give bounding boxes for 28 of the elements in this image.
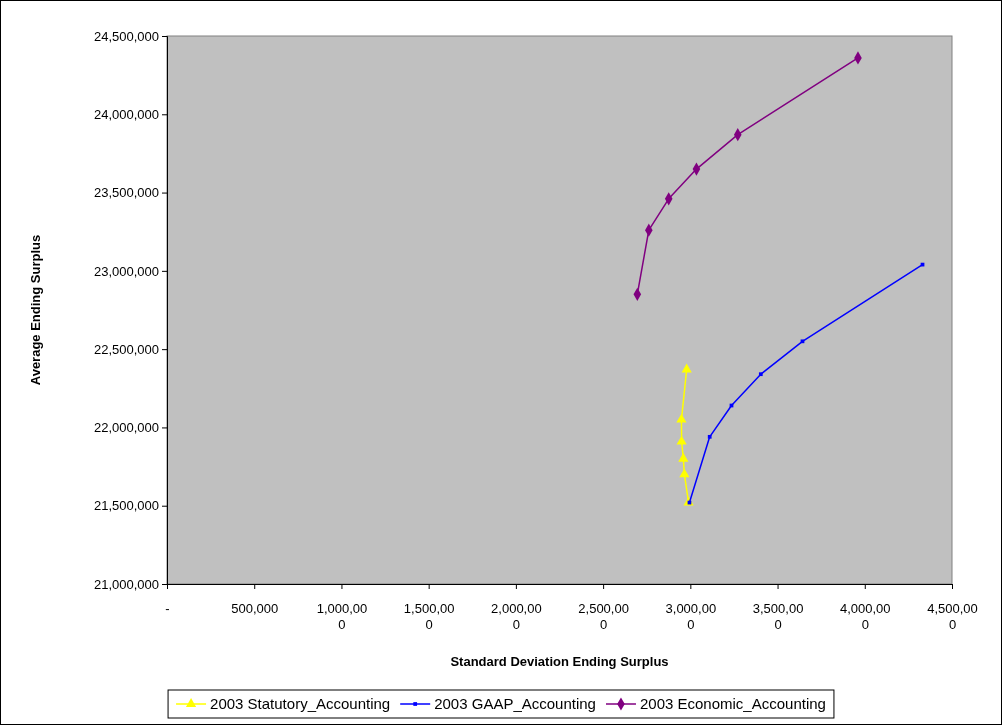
x-tick-label: 2,000,000 [491, 600, 542, 633]
y-tick-label: 21,500,000 [93, 498, 159, 514]
x-tick-label: 3,000,000 [665, 600, 717, 633]
legend-label: 2003 Economic_Accounting [639, 695, 826, 712]
y-tick-label: 24,500,000 [93, 28, 159, 44]
y-tick-label: 22,000,000 [93, 420, 159, 436]
x-tick-label: 3,500,000 [752, 600, 804, 633]
point [758, 372, 763, 377]
point [679, 468, 690, 478]
y-tick-label: 24,000,000 [93, 106, 159, 122]
x-tick-label: 500,000 [231, 600, 279, 616]
y-axis-title: Average Ending Surplus [28, 234, 43, 386]
x-tick-label: 2,500,000 [578, 600, 629, 633]
point [676, 413, 687, 423]
point [707, 434, 712, 439]
x-axis-title: Standard Deviation Ending Surplus [450, 654, 669, 669]
y-tick-label: 23,000,000 [93, 263, 159, 279]
legend-label: 2003 GAAP_Accounting [434, 695, 596, 712]
y-tick-label: 21,000,000 [93, 576, 159, 592]
x-tick-label: 1,500,000 [403, 600, 455, 633]
y-tick-label: 23,500,000 [93, 185, 159, 201]
x-tick-label: - [165, 600, 170, 616]
y-tick-label: 22,500,000 [93, 341, 159, 357]
legend-label: 2003 Statutory_Accounting [210, 695, 391, 712]
x-tick-label: 1,000,000 [316, 600, 368, 633]
point [678, 452, 689, 462]
x-tick-label: 4,000,000 [839, 600, 891, 633]
x-tick-label: 4,500,000 [927, 600, 978, 633]
